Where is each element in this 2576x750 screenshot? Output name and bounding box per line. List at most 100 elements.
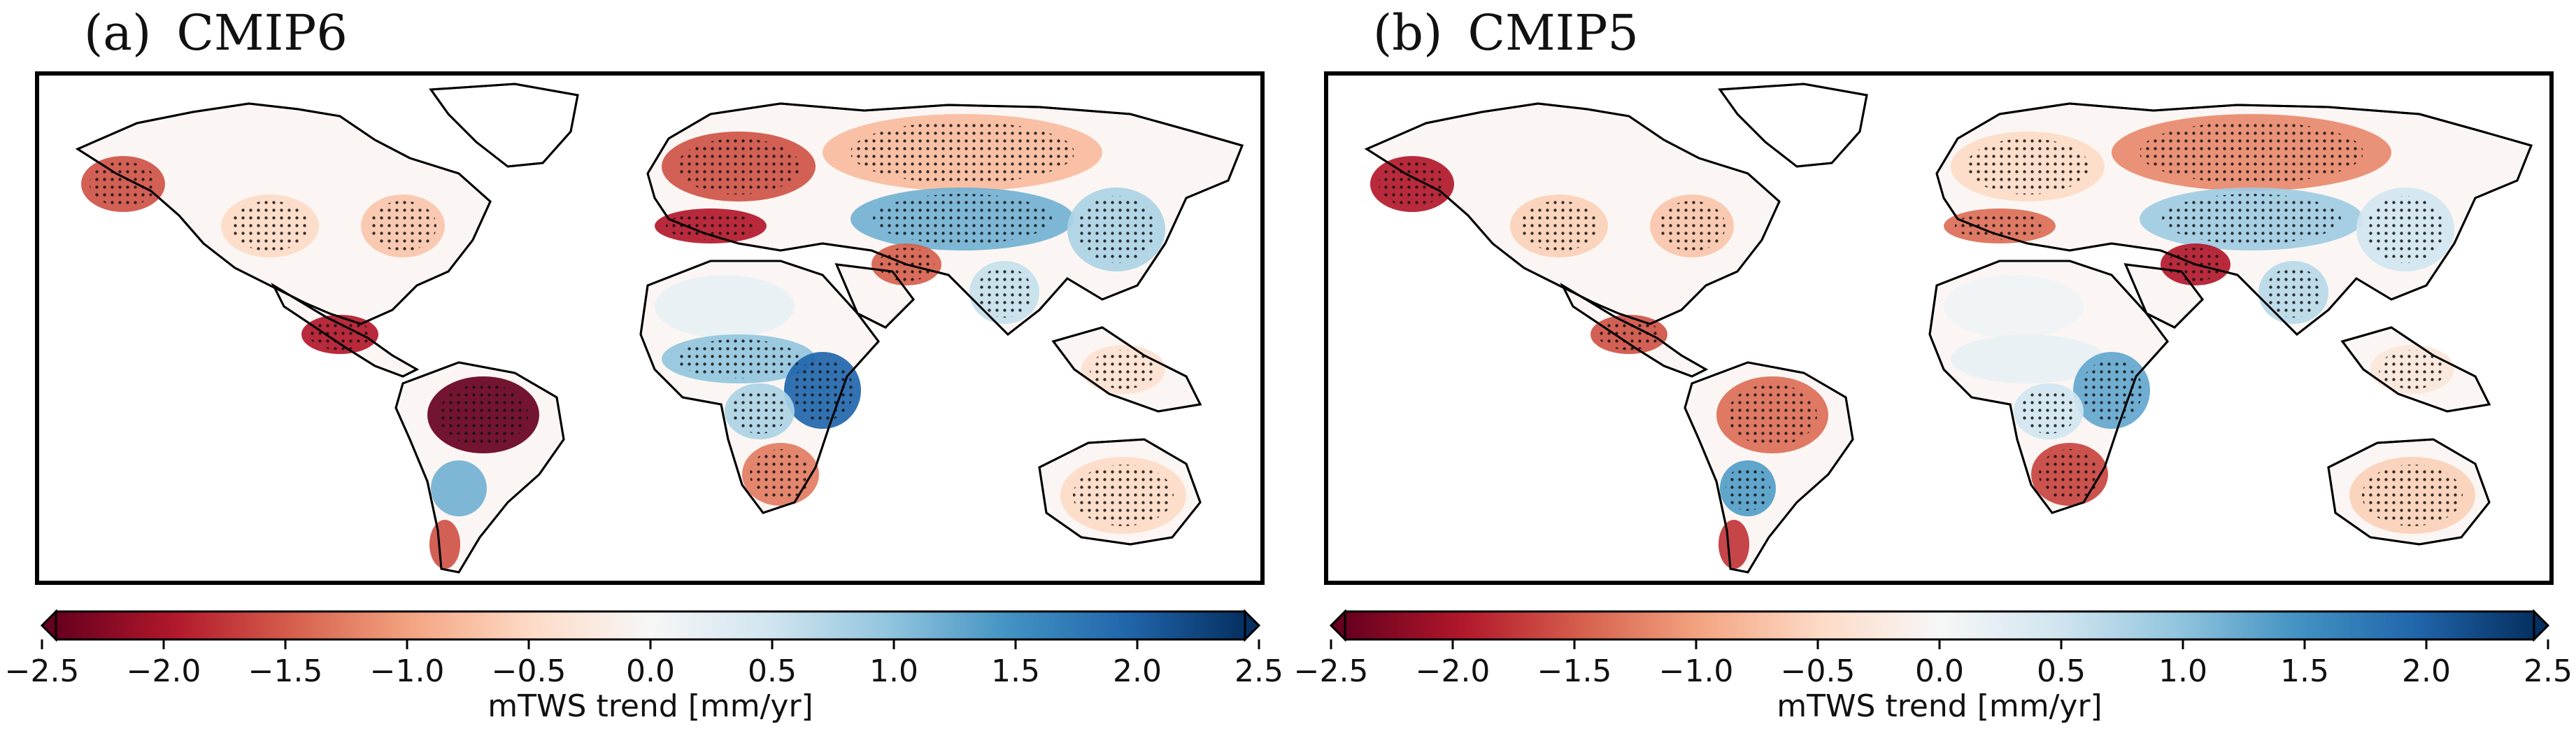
tick-label: −2.0 bbox=[127, 653, 201, 689]
colorbar-extend-high bbox=[1244, 609, 1261, 642]
panel-cmip6: (a) CMIP6 bbox=[5, 0, 1283, 750]
stipple-central-asia bbox=[873, 194, 1052, 244]
tick-label: −1.5 bbox=[1537, 653, 1612, 689]
stipple-eastern-north-america bbox=[1658, 201, 1725, 251]
land-greenland bbox=[1718, 83, 1868, 168]
stipple-europe bbox=[677, 139, 800, 194]
stipple-east-africa bbox=[792, 360, 853, 421]
coast-south-america bbox=[1684, 361, 1854, 574]
map-svg bbox=[1364, 83, 2533, 574]
tick-label: 2.0 bbox=[2402, 653, 2451, 689]
tick-label: 2.5 bbox=[2524, 653, 2573, 689]
stipple-central-america bbox=[1598, 318, 1660, 351]
coast-greenland bbox=[1718, 83, 1868, 168]
trend-map bbox=[1324, 71, 2554, 585]
panel-letter: (b) bbox=[1373, 4, 1443, 62]
colorbar-ticks bbox=[1330, 639, 2549, 649]
tick-label: 0.0 bbox=[626, 653, 675, 689]
colorbar-svg: −2.5 −2.0 −1.5 −1.0 −0.5 0.0 0.5 1.0 1.5… bbox=[5, 609, 1283, 724]
panel-cmip5: (b) CMIP5 bbox=[1294, 0, 2573, 750]
coastlines bbox=[75, 83, 1244, 574]
trend-map bbox=[35, 71, 1265, 585]
colorbar-label: mTWS trend [mm/yr] bbox=[1777, 688, 2102, 724]
patch-southern-south-america bbox=[431, 460, 487, 516]
coast-central-america bbox=[1560, 283, 1709, 378]
patch-sahel bbox=[1951, 334, 2105, 383]
colorbar-tick-labels: −2.5 −2.0 −1.5 −1.0 −0.5 0.0 0.5 1.0 1.5… bbox=[1294, 653, 2573, 689]
stipple-southeast-asia bbox=[1090, 350, 1157, 389]
stipple-overlays bbox=[90, 122, 1174, 526]
colorbar-extend-low bbox=[1329, 609, 1346, 642]
stipple-central-america bbox=[309, 318, 371, 351]
coast-arabia bbox=[2123, 263, 2204, 329]
stipple-central-africa bbox=[732, 389, 788, 434]
patch-patagonia bbox=[1718, 520, 1749, 569]
colorbar-tick-labels: −2.5 −2.0 −1.5 −1.0 −0.5 0.0 0.5 1.0 1.5… bbox=[5, 653, 1283, 689]
coast-eurasia bbox=[1935, 102, 2533, 336]
coast-australia bbox=[1038, 438, 1202, 546]
coast-eurasia bbox=[646, 102, 1244, 336]
stipple-northern-eurasia bbox=[851, 122, 1074, 183]
coastlines bbox=[1364, 83, 2533, 574]
colorbar-label: mTWS trend [mm/yr] bbox=[488, 688, 813, 724]
land-greenland bbox=[429, 83, 579, 168]
stipple-western-north-america bbox=[90, 162, 157, 206]
tick-label: 1.5 bbox=[991, 653, 1040, 689]
panel-title: (b) CMIP5 bbox=[1373, 4, 1639, 62]
tick-label: −2.5 bbox=[1294, 653, 1369, 689]
coast-africa bbox=[1928, 260, 2169, 514]
stipple-southern-africa bbox=[750, 449, 811, 500]
stipple-southeast-asia bbox=[2379, 350, 2446, 389]
colorbar: −2.5 −2.0 −1.5 −1.0 −0.5 0.0 0.5 1.0 1.5… bbox=[1294, 609, 2573, 750]
coast-north-america bbox=[75, 102, 492, 325]
colorbar-extend-low bbox=[40, 609, 57, 642]
stipple-east-asia bbox=[2366, 196, 2445, 263]
colorbar-svg: −2.5 −2.0 −1.5 −1.0 −0.5 0.0 0.5 1.0 1.5… bbox=[1294, 609, 2573, 724]
panel-model: CMIP5 bbox=[1467, 4, 1639, 62]
stipple-overlays bbox=[1379, 122, 2463, 526]
coast-north-america bbox=[1364, 102, 1781, 325]
coast-south-america bbox=[394, 361, 565, 574]
stipple-amazon bbox=[1728, 384, 1817, 446]
stipple-western-north-america bbox=[1379, 162, 1446, 206]
tick-label: −1.0 bbox=[370, 653, 445, 689]
stipple-central-north-america bbox=[231, 201, 309, 251]
stipple-australia bbox=[1073, 465, 1174, 526]
coast-central-america bbox=[271, 283, 420, 378]
tick-label: −0.5 bbox=[492, 653, 567, 689]
coast-southeast-asia bbox=[1051, 326, 1202, 413]
stipple-central-north-america bbox=[1520, 201, 1598, 251]
stipple-central-africa bbox=[2021, 389, 2077, 434]
tick-label: 0.0 bbox=[1915, 653, 1964, 689]
coast-australia bbox=[2327, 438, 2491, 546]
stipple-south-asia bbox=[976, 267, 1032, 318]
tick-label: 2.0 bbox=[1113, 653, 1162, 689]
stipple-east-asia bbox=[1077, 196, 1155, 263]
tick-label: −2.5 bbox=[5, 653, 80, 689]
coast-greenland bbox=[429, 83, 579, 168]
tick-label: 1.0 bbox=[2158, 653, 2207, 689]
tick-label: 0.5 bbox=[2037, 653, 2086, 689]
panel-letter: (a) bbox=[84, 4, 152, 62]
patch-patagonia bbox=[429, 520, 460, 569]
patch-sahara bbox=[1944, 275, 2084, 338]
coast-arabia bbox=[834, 263, 915, 329]
colorbar-ticks bbox=[41, 639, 1260, 649]
stipple-southern-africa bbox=[2039, 449, 2100, 500]
stipple-south-asia bbox=[2265, 267, 2321, 318]
colorbar-gradient bbox=[1344, 610, 2535, 641]
tick-label: −1.0 bbox=[1659, 653, 1734, 689]
stipple-central-asia bbox=[2162, 194, 2341, 244]
tick-label: 0.5 bbox=[748, 653, 797, 689]
tick-label: 1.0 bbox=[869, 653, 918, 689]
stipple-amazon bbox=[439, 384, 528, 446]
colorbar-gradient bbox=[55, 610, 1246, 641]
patch-sahara bbox=[655, 275, 795, 338]
panel-title: (a) CMIP6 bbox=[84, 4, 348, 62]
map-svg bbox=[75, 83, 1244, 574]
colorbar-extend-high bbox=[2533, 609, 2550, 642]
colorbar: −2.5 −2.0 −1.5 −1.0 −0.5 0.0 0.5 1.0 1.5… bbox=[5, 609, 1283, 750]
coast-africa bbox=[639, 260, 880, 514]
tick-label: 1.5 bbox=[2280, 653, 2329, 689]
stipple-mediterranean bbox=[666, 212, 755, 240]
